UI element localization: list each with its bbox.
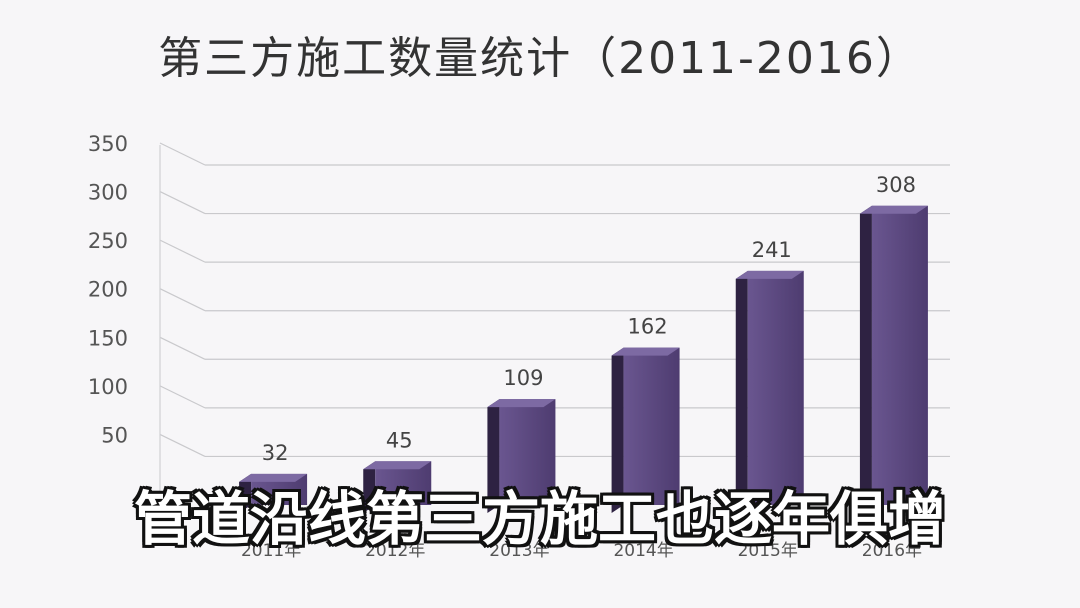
bar-side bbox=[239, 473, 252, 513]
bars bbox=[239, 205, 928, 514]
chart-title: 第三方施工数量统计（2011-2016） bbox=[158, 33, 922, 84]
gridline-side bbox=[159, 288, 206, 312]
y-axis-ticks: 50 100 150 200 250 300 350 bbox=[88, 132, 128, 447]
x-tick-label: 2011年 bbox=[241, 541, 301, 561]
data-label: 109 bbox=[503, 366, 543, 390]
y-tick-label: 200 bbox=[88, 278, 128, 302]
bar-side bbox=[859, 205, 872, 514]
bar-side bbox=[487, 399, 500, 513]
x-tick-label: 2015年 bbox=[738, 541, 798, 561]
bar-side bbox=[611, 347, 624, 513]
bar bbox=[623, 347, 680, 505]
gridline-side bbox=[159, 239, 206, 263]
x-axis-labels: 2011年 2012年 2013年 2014年 2015年 2016年 bbox=[241, 541, 922, 561]
y-tick-label: 250 bbox=[88, 229, 128, 253]
gridlines bbox=[159, 142, 950, 505]
bar-top bbox=[487, 399, 556, 408]
y-tick-label: 50 bbox=[101, 423, 128, 447]
gridline-side bbox=[159, 191, 206, 215]
x-tick-label: 2016年 bbox=[862, 541, 922, 561]
data-label: 162 bbox=[628, 315, 668, 339]
bar-top bbox=[611, 347, 680, 356]
x-tick-label: 2012年 bbox=[365, 541, 425, 561]
bar-top bbox=[363, 461, 432, 470]
data-label: 45 bbox=[386, 428, 413, 452]
video-subtitle: 管道沿线第三方施工也逐年俱增 bbox=[133, 485, 946, 553]
bar-top bbox=[735, 270, 804, 279]
bar-side bbox=[363, 461, 376, 513]
gridline-side bbox=[159, 142, 206, 166]
x-tick-label: 2014年 bbox=[613, 541, 673, 561]
y-tick-label: 350 bbox=[88, 132, 128, 156]
gridline-side bbox=[159, 385, 206, 409]
data-label: 32 bbox=[262, 441, 289, 465]
bar-top bbox=[239, 473, 308, 482]
y-tick-label: 100 bbox=[88, 375, 128, 399]
x-tick-label: 2013年 bbox=[489, 541, 549, 561]
data-label: 241 bbox=[752, 238, 792, 262]
y-tick-label: 300 bbox=[88, 181, 128, 205]
gridline-side bbox=[159, 433, 206, 457]
bar bbox=[499, 399, 556, 505]
data-label: 308 bbox=[876, 173, 916, 197]
bar-top bbox=[859, 205, 928, 214]
y-tick-label: 150 bbox=[88, 326, 128, 350]
gridline-side bbox=[159, 336, 206, 360]
bar-side bbox=[735, 270, 748, 513]
data-labels: 32 45 109 162 241 308 bbox=[262, 173, 916, 465]
bar bbox=[747, 270, 804, 505]
bar bbox=[871, 205, 928, 506]
